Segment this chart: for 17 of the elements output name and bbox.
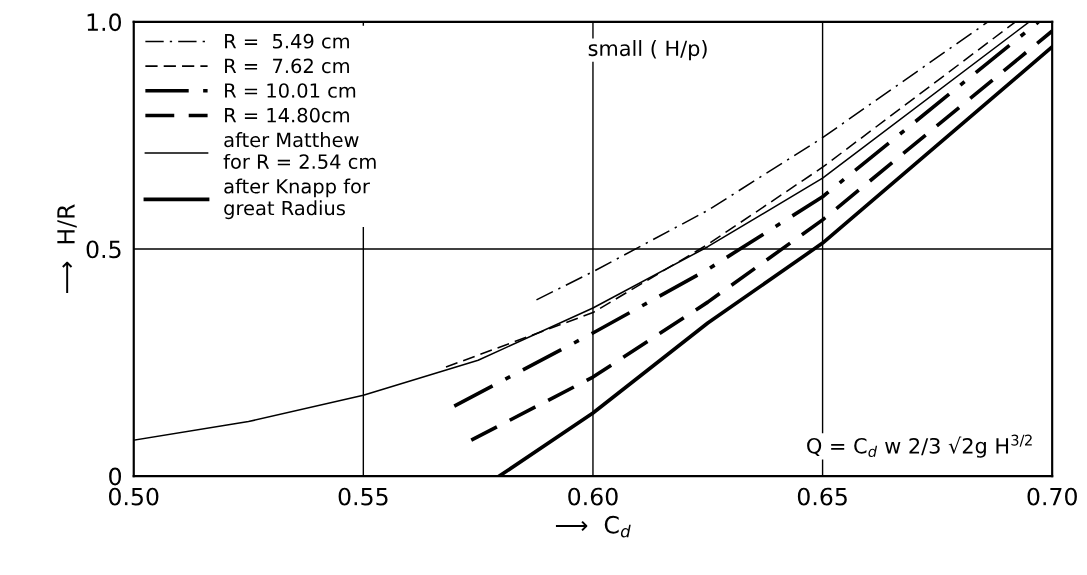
legend-label: R = 7.62 cm [225, 58, 349, 74]
y-tick-label: 1.0 [87, 13, 122, 32]
legend-label: R = 5.49 cm [225, 33, 349, 49]
x-tick-label: 0.60 [568, 487, 618, 506]
legend-label: after Knapp for great Radius [224, 178, 370, 220]
x-tick-label: 0.65 [797, 487, 847, 506]
y-axis-title: ⟶ H/R [57, 204, 77, 294]
x-tick-label: 0.55 [338, 487, 388, 506]
annotation: small ( H/p) [588, 40, 707, 61]
x-tick-label: 0.70 [1027, 487, 1077, 506]
annotation: Q = C$_{d}$ w 2/3 √2g H$^{3/2}$ [807, 434, 1032, 458]
legend-label: R = 14.80cm [225, 107, 349, 123]
x-axis-title: ⟶ C$_{d}$ [555, 515, 631, 538]
y-tick-label: 0 [109, 467, 122, 486]
y-tick-label: 0.5 [86, 240, 121, 259]
legend-label: R = 10.01 cm [225, 83, 356, 98]
x-tick-label: 0.50 [108, 487, 159, 506]
